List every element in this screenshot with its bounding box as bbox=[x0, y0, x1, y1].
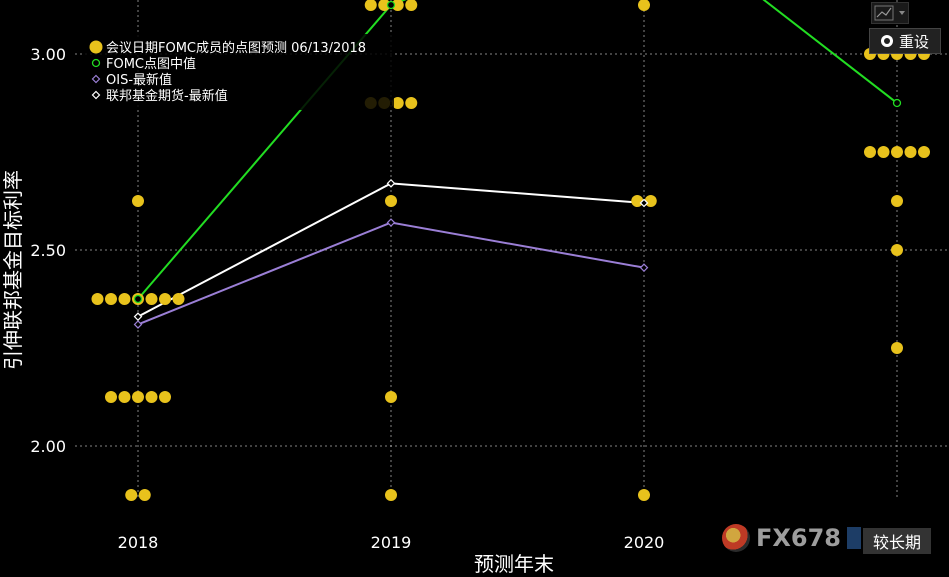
x-tick-label: 较长期 bbox=[873, 533, 921, 552]
series-marker-futures bbox=[639, 198, 649, 208]
radio-icon bbox=[880, 35, 893, 47]
x-tick-label: 2018 bbox=[118, 533, 159, 552]
fomc-dot bbox=[391, 97, 404, 109]
fomc-dot bbox=[118, 293, 131, 305]
series-marker-ois bbox=[133, 320, 143, 329]
fomc-dot bbox=[145, 293, 158, 305]
fomc-dot bbox=[385, 489, 397, 501]
y-axis-title: 引伸联邦基金目标利率 bbox=[1, 170, 25, 370]
y-tick-label: 2.00 bbox=[30, 437, 66, 456]
line-chart-icon bbox=[874, 5, 905, 21]
fomc-dot bbox=[159, 391, 171, 403]
fomc-dot bbox=[145, 391, 158, 403]
y-axis: 2.002.503.003.504.00 bbox=[30, 45, 66, 456]
fomc-dot bbox=[132, 195, 144, 207]
fomc-dot bbox=[918, 146, 930, 158]
fomc-dot bbox=[405, 0, 418, 11]
legend-diamond-swatch bbox=[91, 74, 101, 84]
fomc-dot bbox=[378, 0, 391, 11]
fomc-dot bbox=[891, 146, 903, 158]
fomc-dot bbox=[132, 391, 144, 403]
fomc-dot bbox=[391, 0, 404, 11]
x-axis-title: 预测年末 bbox=[474, 552, 554, 576]
reset-button[interactable]: 重设 bbox=[869, 28, 941, 54]
x-tick-label: 2020 bbox=[624, 533, 665, 552]
y-tick-label: 2.50 bbox=[30, 241, 66, 260]
watermark: FX678 bbox=[722, 524, 861, 552]
y-tick-label: 3.00 bbox=[30, 45, 66, 64]
chart-type-button[interactable] bbox=[871, 2, 909, 24]
x-tick-label: 2019 bbox=[371, 533, 412, 552]
watermark-box bbox=[847, 527, 861, 549]
fomc-dot bbox=[105, 293, 117, 305]
fomc-dot bbox=[138, 489, 151, 501]
series-marker-ois bbox=[386, 218, 396, 227]
series-line-ois bbox=[137, 221, 645, 326]
fomc-dot bbox=[631, 195, 644, 207]
legend-label: 会议日期FOMC成员的点图预测 06/13/2018 bbox=[106, 40, 366, 56]
legend-label: OIS-最新值 bbox=[106, 72, 172, 88]
watermark-text: FX678 bbox=[756, 524, 841, 552]
fomc-dot bbox=[877, 146, 890, 158]
series-line-fomc-median bbox=[137, 0, 898, 300]
legend-box bbox=[82, 34, 394, 110]
series-marker-futures bbox=[133, 312, 143, 321]
fx678-logo-icon bbox=[722, 524, 750, 552]
fomc-dot bbox=[91, 293, 104, 305]
fomc-dot bbox=[904, 146, 917, 158]
legend-label: 联邦基金期货-最新值 bbox=[106, 88, 228, 104]
fomc-dot bbox=[891, 195, 903, 207]
fomc-dot bbox=[385, 195, 397, 207]
legend-circle-swatch bbox=[91, 58, 101, 68]
median-marker bbox=[892, 98, 902, 108]
fomc-dot bbox=[385, 391, 397, 403]
fomc-dot bbox=[891, 342, 903, 354]
fomc-dot bbox=[172, 293, 185, 305]
fomc-dot bbox=[364, 0, 377, 11]
fomc-dot bbox=[159, 293, 171, 305]
fomc-dot bbox=[125, 489, 138, 501]
series-marker-futures bbox=[386, 179, 396, 188]
series-markers bbox=[133, 0, 902, 329]
median-marker bbox=[386, 0, 396, 10]
legend-label: FOMC点图中值 bbox=[106, 56, 196, 72]
x-axis: 2018 2019 2020 较长期 bbox=[118, 528, 931, 554]
fomc-dot bbox=[644, 195, 657, 207]
fomc-dot bbox=[891, 244, 903, 256]
fomc-dot bbox=[105, 391, 117, 403]
fomc-dot bbox=[864, 146, 876, 158]
fomc-dot bbox=[638, 0, 650, 11]
fomc-dot bbox=[118, 391, 131, 403]
median-marker bbox=[133, 294, 143, 304]
fomc-dot bbox=[405, 97, 418, 109]
legend: 会议日期FOMC成员的点图预测 06/13/2018FOMC点图中值OIS-最新… bbox=[82, 34, 394, 110]
legend-dot-swatch bbox=[89, 40, 103, 54]
legend-diamond-swatch bbox=[91, 90, 101, 100]
x-tick-highlight bbox=[863, 528, 931, 554]
reset-label: 重设 bbox=[898, 32, 929, 51]
series-marker-ois bbox=[639, 263, 649, 272]
fomc-dot bbox=[638, 489, 650, 501]
chevron-down-icon bbox=[899, 11, 905, 15]
